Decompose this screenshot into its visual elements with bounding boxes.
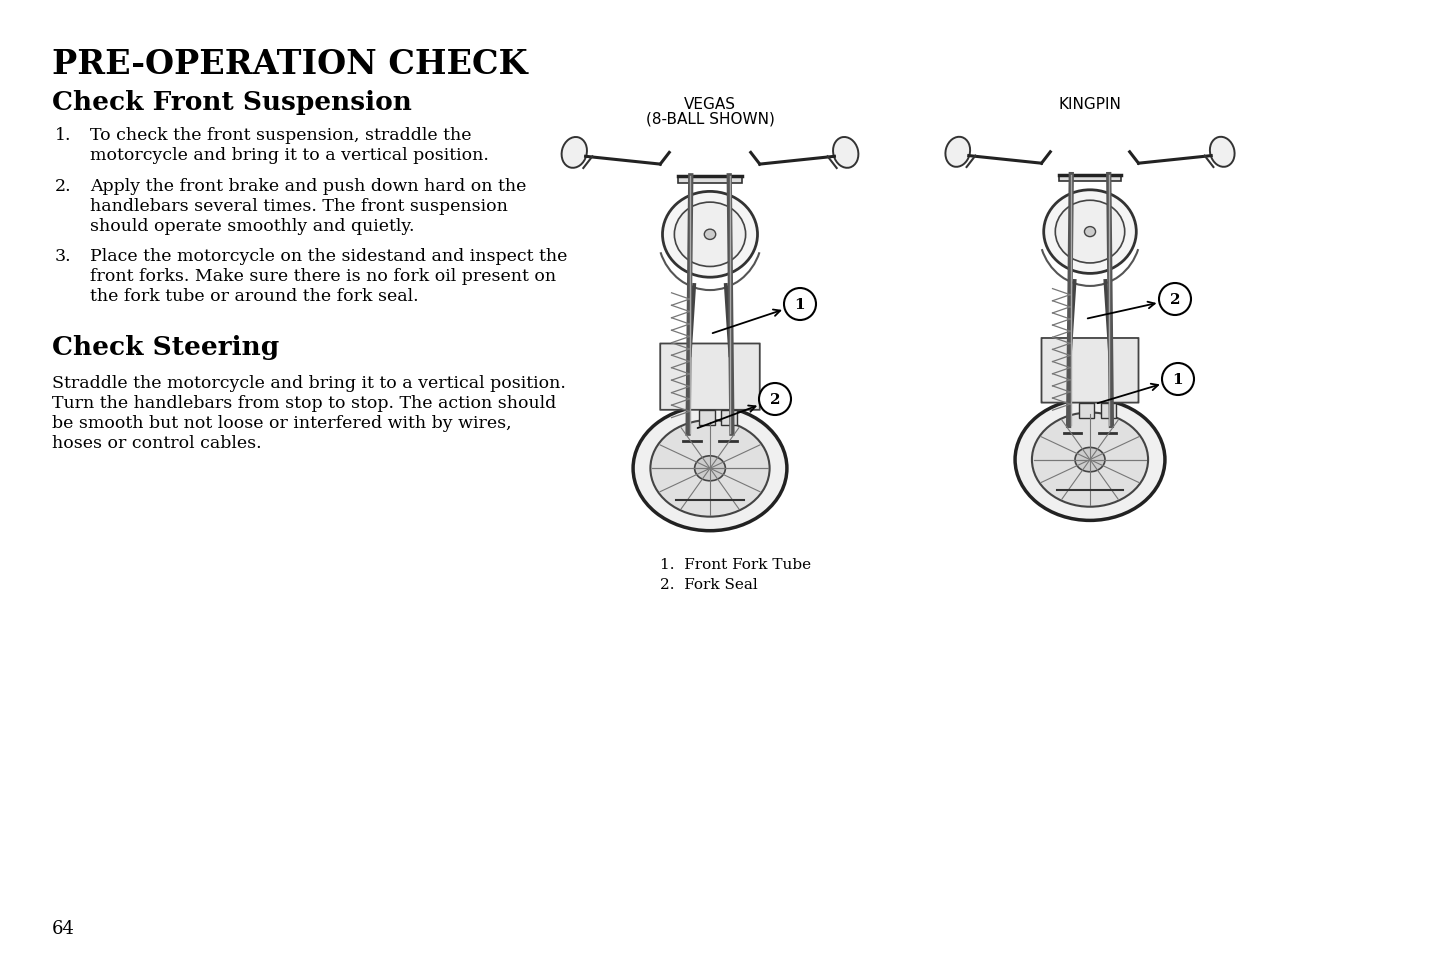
Text: 2: 2 <box>769 393 781 407</box>
Text: (8-BALL SHOWN): (8-BALL SHOWN) <box>646 112 775 127</box>
Ellipse shape <box>561 138 587 169</box>
Ellipse shape <box>1075 448 1105 473</box>
Circle shape <box>1162 364 1194 395</box>
Text: 2.: 2. <box>55 178 71 194</box>
Ellipse shape <box>945 137 970 168</box>
Text: be smooth but not loose or interfered with by wires,: be smooth but not loose or interfered wi… <box>52 415 512 432</box>
Text: 1: 1 <box>1173 373 1184 387</box>
FancyBboxPatch shape <box>699 411 714 426</box>
Ellipse shape <box>695 456 726 481</box>
FancyBboxPatch shape <box>683 348 737 368</box>
Text: the fork tube or around the fork seal.: the fork tube or around the fork seal. <box>90 288 419 305</box>
Ellipse shape <box>833 138 858 169</box>
Ellipse shape <box>1056 201 1125 264</box>
Text: To check the front suspension, straddle the: To check the front suspension, straddle … <box>90 127 471 144</box>
Ellipse shape <box>1032 413 1149 507</box>
Text: Turn the handlebars from stop to stop. The action should: Turn the handlebars from stop to stop. T… <box>52 395 557 412</box>
Text: KINGPIN: KINGPIN <box>1059 97 1121 112</box>
Circle shape <box>759 384 791 416</box>
Ellipse shape <box>1015 399 1165 521</box>
Ellipse shape <box>1044 191 1136 274</box>
Text: 3.: 3. <box>55 248 71 265</box>
FancyBboxPatch shape <box>1101 403 1117 418</box>
FancyBboxPatch shape <box>721 411 737 426</box>
Text: should operate smoothly and quietly.: should operate smoothly and quietly. <box>90 218 414 234</box>
Ellipse shape <box>1085 228 1095 237</box>
Ellipse shape <box>1210 137 1234 168</box>
Text: 1: 1 <box>795 297 806 312</box>
Text: Apply the front brake and push down hard on the: Apply the front brake and push down hard… <box>90 178 526 194</box>
Ellipse shape <box>675 203 746 267</box>
Ellipse shape <box>650 420 769 517</box>
Text: front forks. Make sure there is no fork oil present on: front forks. Make sure there is no fork … <box>90 268 555 285</box>
Text: 1.  Front Fork Tube: 1. Front Fork Tube <box>660 558 811 572</box>
Text: 2.  Fork Seal: 2. Fork Seal <box>660 578 758 592</box>
Circle shape <box>784 289 816 320</box>
Ellipse shape <box>704 230 715 240</box>
Text: VEGAS: VEGAS <box>683 97 736 112</box>
Ellipse shape <box>663 193 758 278</box>
FancyBboxPatch shape <box>1079 403 1095 418</box>
Circle shape <box>1159 284 1191 315</box>
Text: Check Steering: Check Steering <box>52 335 279 359</box>
Ellipse shape <box>632 407 787 531</box>
FancyBboxPatch shape <box>1059 175 1121 182</box>
FancyBboxPatch shape <box>660 344 760 411</box>
Text: motorcycle and bring it to a vertical position.: motorcycle and bring it to a vertical po… <box>90 147 489 164</box>
FancyBboxPatch shape <box>1063 342 1117 361</box>
Text: Place the motorcycle on the sidestand and inspect the: Place the motorcycle on the sidestand an… <box>90 248 567 265</box>
Text: Straddle the motorcycle and bring it to a vertical position.: Straddle the motorcycle and bring it to … <box>52 375 566 392</box>
Text: Check Front Suspension: Check Front Suspension <box>52 90 411 115</box>
Text: hoses or control cables.: hoses or control cables. <box>52 435 262 452</box>
Text: handlebars several times. The front suspension: handlebars several times. The front susp… <box>90 198 507 214</box>
Text: 1.: 1. <box>55 127 71 144</box>
Text: 64: 64 <box>52 919 74 937</box>
Text: 2: 2 <box>1170 293 1181 307</box>
Text: PRE-OPERATION CHECK: PRE-OPERATION CHECK <box>52 48 528 81</box>
FancyBboxPatch shape <box>1041 338 1138 403</box>
FancyBboxPatch shape <box>679 176 742 184</box>
